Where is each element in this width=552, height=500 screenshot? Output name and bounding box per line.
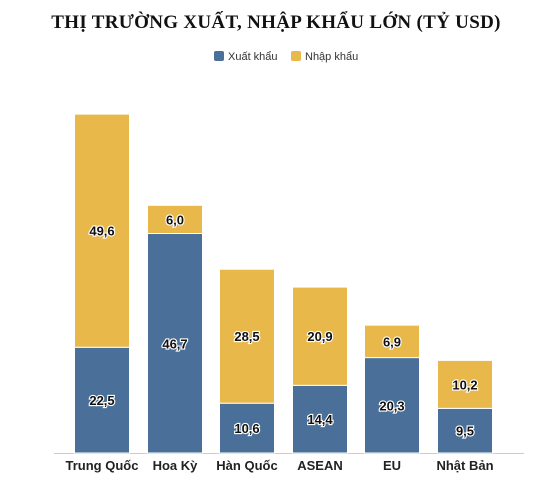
data-label-nhap-khau-asean: 20,9 bbox=[307, 329, 332, 344]
chart-area: Xuất khẩu Nhập khẩu 22,5 49,6 Trung Quốc 46,7… bbox=[34, 40, 542, 488]
bar-xuat-khau-trung-quoc bbox=[74, 346, 130, 454]
x-tick-label-eu: EU bbox=[383, 458, 401, 473]
data-label-xuat-khau-eu: 20,3 bbox=[379, 398, 404, 413]
legend-label-nhap-khau: Nhập khẩu bbox=[305, 51, 358, 63]
data-label-nhap-khau-eu: 6,9 bbox=[383, 334, 401, 349]
data-label-xuat-khau-asean: 14,4 bbox=[307, 412, 333, 427]
data-label-xuat-khau-hoa-ky: 46,7 bbox=[162, 336, 187, 351]
bar-chart: Xuất khẩu Nhập khẩu 22,5 49,6 Trung Quốc 46,7… bbox=[54, 51, 524, 473]
bar-nhap-khau-nhat-ban bbox=[437, 359, 493, 409]
bar-nhap-khau-hoa-ky bbox=[147, 204, 203, 235]
data-label-nhap-khau-nhat-ban: 10,2 bbox=[452, 377, 477, 392]
bar-xuat-khau-asean bbox=[292, 384, 348, 454]
data-label-nhap-khau-hoa-ky: 6,0 bbox=[166, 212, 184, 227]
chart-title: THỊ TRƯỜNG XUẤT, NHẬP KHẨU LỚN (TỶ USD) bbox=[51, 12, 501, 33]
legend-label-xuat-khau: Xuất khẩu bbox=[228, 51, 278, 63]
x-tick-label-hoa-ky: Hoa Kỳ bbox=[153, 458, 199, 473]
legend-swatch-xuat-khau bbox=[214, 51, 224, 61]
bar-nhap-khau-asean bbox=[292, 286, 348, 386]
x-tick-label-trung-quoc: Trung Quốc bbox=[66, 458, 139, 473]
bar-nhap-khau-trung-quoc bbox=[74, 113, 130, 348]
x-tick-label-asean: ASEAN bbox=[297, 458, 343, 473]
bar-xuat-khau-han-quoc bbox=[219, 402, 275, 454]
bar-nhap-khau-han-quoc bbox=[219, 268, 275, 404]
data-label-xuat-khau-nhat-ban: 9,5 bbox=[456, 424, 474, 439]
bar-xuat-khau-eu bbox=[364, 357, 420, 454]
data-label-xuat-khau-trung-quoc: 22,5 bbox=[89, 393, 114, 408]
bar-xuat-khau-nhat-ban bbox=[437, 407, 493, 454]
data-label-nhap-khau-trung-quoc: 49,6 bbox=[89, 224, 114, 239]
legend-swatch-nhap-khau bbox=[291, 51, 301, 61]
data-label-xuat-khau-han-quoc: 10,6 bbox=[234, 421, 259, 436]
data-label-nhap-khau-han-quoc: 28,5 bbox=[234, 329, 259, 344]
x-tick-label-nhat-ban: Nhật Bản bbox=[436, 458, 493, 473]
bar-nhap-khau-eu bbox=[364, 324, 420, 359]
x-tick-label-han-quoc: Hàn Quốc bbox=[216, 458, 277, 473]
